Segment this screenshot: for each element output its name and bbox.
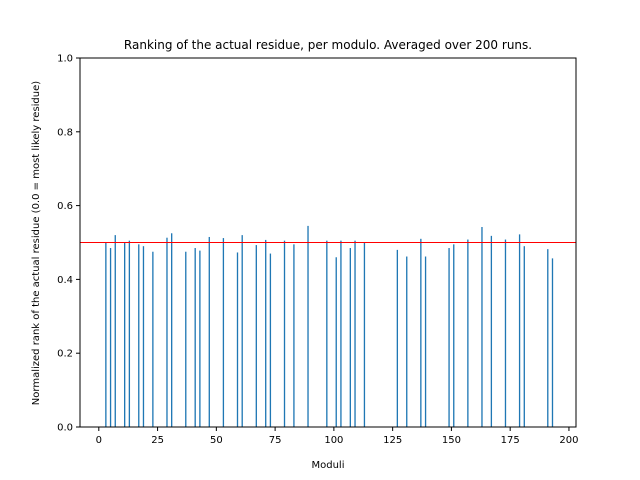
bar-83 <box>293 244 295 427</box>
bar-47 <box>208 236 210 427</box>
bar-103 <box>340 240 342 427</box>
bar-23 <box>152 251 154 427</box>
bar-181 <box>523 246 525 427</box>
plot-frame <box>79 57 577 428</box>
bar-19 <box>142 246 145 427</box>
bars-group <box>105 225 554 427</box>
x-tick-label: 0 <box>96 435 102 446</box>
chart-title: Ranking of the actual residue, per modul… <box>124 38 532 52</box>
y-tick-label: 0.6 <box>57 201 73 212</box>
y-axis-label: Normalized rank of the actual residue (0… <box>31 81 42 405</box>
bar-37 <box>185 251 187 427</box>
bar-71 <box>265 239 267 427</box>
bar-191 <box>547 249 549 427</box>
bar-167 <box>490 235 493 427</box>
bar-67 <box>255 245 257 427</box>
bar-79 <box>283 240 286 427</box>
bar-139 <box>424 256 427 427</box>
bar-109 <box>354 240 356 427</box>
bar-137 <box>420 238 422 427</box>
x-tick-label: 200 <box>559 435 578 446</box>
x-tick-label: 150 <box>442 435 461 446</box>
bar-151 <box>453 244 455 427</box>
bar-5 <box>109 248 112 427</box>
bar-149 <box>448 248 450 427</box>
bar-157 <box>467 239 469 427</box>
bar-73 <box>269 253 272 427</box>
bar-127 <box>396 249 399 427</box>
x-tick-label: 175 <box>501 435 520 446</box>
bar-41 <box>194 248 196 427</box>
bar-29 <box>166 237 168 427</box>
bar-101 <box>335 257 337 427</box>
bar-179 <box>518 234 521 427</box>
bar-53 <box>222 238 225 427</box>
bar-97 <box>326 240 328 427</box>
bar-43 <box>199 250 201 427</box>
bar-11 <box>124 242 126 427</box>
bar-107 <box>349 248 351 427</box>
bar-163 <box>481 227 483 427</box>
y-tick-label: 0.0 <box>57 423 73 434</box>
bar-173 <box>504 239 507 427</box>
bar-3 <box>105 242 107 427</box>
bar-17 <box>138 244 140 427</box>
x-tick-label: 50 <box>210 435 223 446</box>
bar-61 <box>241 235 243 427</box>
y-tick-label: 0.8 <box>57 127 73 138</box>
bar-193 <box>551 258 554 427</box>
x-tick-label: 125 <box>383 435 402 446</box>
bar-59 <box>236 252 239 427</box>
y-axis-ticks: 0.0 0.2 0.4 0.6 0.8 1.0 <box>57 54 80 434</box>
x-tick-label: 100 <box>324 435 343 446</box>
y-tick-label: 1.0 <box>57 54 73 65</box>
y-tick-label: 0.2 <box>57 349 73 360</box>
bar-31 <box>171 233 173 427</box>
bar-7 <box>114 235 116 427</box>
x-tick-label: 25 <box>151 435 164 446</box>
bar-113 <box>363 242 366 427</box>
y-tick-label: 0.4 <box>57 275 73 286</box>
bar-89 <box>307 225 309 427</box>
bar-13 <box>128 240 131 427</box>
x-tick-label: 75 <box>269 435 282 446</box>
x-axis-label: Moduli <box>312 460 345 471</box>
bar-131 <box>406 256 408 427</box>
x-axis-ticks: 0 25 50 75 100 125 150 175 200 <box>96 427 578 446</box>
